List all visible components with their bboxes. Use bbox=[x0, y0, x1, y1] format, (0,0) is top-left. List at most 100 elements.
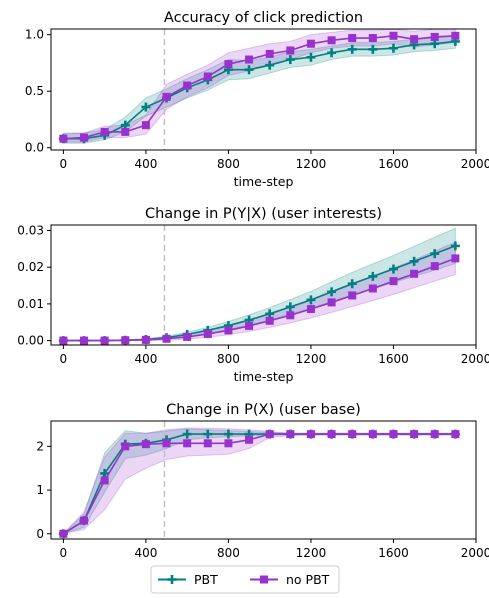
x-tick-label: 800 bbox=[217, 352, 240, 366]
point-nopbt-15 bbox=[368, 34, 377, 43]
x-tick-label: 0 bbox=[60, 546, 68, 560]
legend-frame bbox=[150, 565, 340, 594]
y-tick-label: 0.00 bbox=[17, 334, 44, 348]
point-nopbt-1 bbox=[80, 516, 89, 525]
plot-area bbox=[58, 421, 460, 539]
point-pbt-7 bbox=[203, 429, 213, 439]
point-nopbt-19 bbox=[451, 430, 460, 439]
axes-frame bbox=[50, 224, 477, 346]
chart-title: Change in P(X) (user base) bbox=[166, 402, 361, 418]
x-tick-label: 800 bbox=[217, 546, 240, 560]
point-nopbt-12 bbox=[306, 39, 315, 48]
point-pbt-8 bbox=[223, 429, 233, 439]
point-nopbt-4 bbox=[141, 121, 150, 130]
x-tick-label: 2000 bbox=[461, 546, 489, 560]
point-nopbt-7 bbox=[203, 439, 212, 448]
point-nopbt-13 bbox=[327, 298, 336, 307]
point-nopbt-17 bbox=[410, 35, 419, 44]
point-nopbt-16 bbox=[389, 277, 398, 286]
subplot-1: Accuracy of click prediction 0 400 800 1200 1… bbox=[25, 10, 489, 189]
point-nopbt-10 bbox=[265, 430, 274, 439]
x-axis-label: time-step bbox=[234, 174, 294, 189]
point-nopbt-9 bbox=[245, 435, 254, 444]
chart-title: Accuracy of click prediction bbox=[164, 10, 363, 26]
y-tick-label: 0.03 bbox=[17, 224, 44, 238]
point-nopbt-12 bbox=[306, 305, 315, 314]
x-tick-label: 2000 bbox=[461, 157, 489, 171]
point-nopbt-8 bbox=[224, 60, 233, 69]
point-nopbt-6 bbox=[183, 332, 192, 341]
point-nopbt-8 bbox=[224, 439, 233, 448]
point-nopbt-0 bbox=[59, 134, 68, 143]
point-pbt-15 bbox=[368, 271, 378, 281]
x-tick-label: 0 bbox=[60, 157, 68, 171]
point-nopbt-15 bbox=[368, 284, 377, 293]
point-pbt-18 bbox=[430, 249, 440, 259]
point-nopbt-1 bbox=[80, 336, 89, 345]
point-nopbt-5 bbox=[162, 334, 171, 343]
legend-square-icon bbox=[260, 575, 268, 584]
point-pbt-12 bbox=[306, 52, 316, 62]
point-pbt-13 bbox=[327, 48, 337, 58]
point-pbt-15 bbox=[368, 44, 378, 54]
legend-label-pbt: PBT bbox=[194, 572, 218, 587]
point-pbt-13 bbox=[327, 287, 337, 297]
point-nopbt-16 bbox=[389, 430, 398, 439]
point-nopbt-11 bbox=[286, 311, 295, 320]
subplot-3: Change in P(X) (user base) 0 400 800 1200 160… bbox=[36, 402, 489, 578]
point-nopbt-14 bbox=[348, 291, 357, 300]
x-tick-label: 800 bbox=[217, 157, 240, 171]
point-nopbt-4 bbox=[141, 335, 150, 344]
point-pbt-6 bbox=[182, 429, 192, 439]
point-pbt-9 bbox=[244, 65, 254, 75]
point-nopbt-12 bbox=[306, 430, 315, 439]
x-tick-label: 0 bbox=[60, 352, 68, 366]
point-pbt-16 bbox=[388, 264, 398, 274]
axes-frame bbox=[50, 420, 477, 540]
point-nopbt-9 bbox=[245, 55, 254, 64]
point-pbt-12 bbox=[306, 295, 316, 305]
x-axis-label: time-step bbox=[234, 369, 294, 384]
y-tick-label: 0.5 bbox=[25, 84, 44, 98]
x-tick-label: 1600 bbox=[378, 546, 409, 560]
point-pbt-14 bbox=[347, 279, 357, 289]
y-tick-label: 1.0 bbox=[25, 28, 44, 42]
legend-marker-pbt bbox=[167, 575, 177, 584]
legend-label-nopbt: no PBT bbox=[286, 572, 330, 587]
point-nopbt-11 bbox=[286, 46, 295, 55]
point-nopbt-2 bbox=[100, 476, 109, 485]
point-pbt-11 bbox=[285, 55, 295, 65]
point-nopbt-7 bbox=[203, 72, 212, 81]
point-nopbt-2 bbox=[100, 336, 109, 345]
point-nopbt-11 bbox=[286, 430, 295, 439]
point-nopbt-17 bbox=[410, 269, 419, 278]
y-tick-label: 0.01 bbox=[17, 297, 44, 311]
point-nopbt-4 bbox=[141, 440, 150, 449]
x-tick-label: 1600 bbox=[378, 157, 409, 171]
x-tick-label: 1200 bbox=[296, 546, 327, 560]
y-tick-label: 0.0 bbox=[25, 141, 44, 155]
x-tick-label: 400 bbox=[134, 157, 157, 171]
point-nopbt-17 bbox=[410, 430, 419, 439]
legend-plus-icon bbox=[167, 575, 177, 584]
point-nopbt-18 bbox=[430, 262, 439, 271]
point-nopbt-0 bbox=[59, 529, 68, 538]
legend-entry-nopbt[interactable]: no PBT bbox=[250, 572, 330, 587]
point-nopbt-16 bbox=[389, 31, 398, 40]
point-nopbt-9 bbox=[245, 321, 254, 330]
point-nopbt-13 bbox=[327, 36, 336, 45]
y-tick-label: 0.02 bbox=[17, 260, 44, 274]
point-nopbt-3 bbox=[121, 336, 130, 345]
point-nopbt-15 bbox=[368, 430, 377, 439]
y-tick-label: 0 bbox=[36, 527, 44, 541]
point-nopbt-5 bbox=[162, 92, 171, 101]
point-pbt-4 bbox=[141, 102, 151, 112]
point-nopbt-7 bbox=[203, 329, 212, 338]
point-nopbt-3 bbox=[121, 442, 130, 451]
point-pbt-14 bbox=[347, 44, 357, 54]
legend-entry-pbt[interactable]: PBT bbox=[158, 572, 218, 587]
plot-area bbox=[58, 225, 460, 345]
point-nopbt-19 bbox=[451, 254, 460, 263]
point-nopbt-0 bbox=[59, 336, 68, 345]
